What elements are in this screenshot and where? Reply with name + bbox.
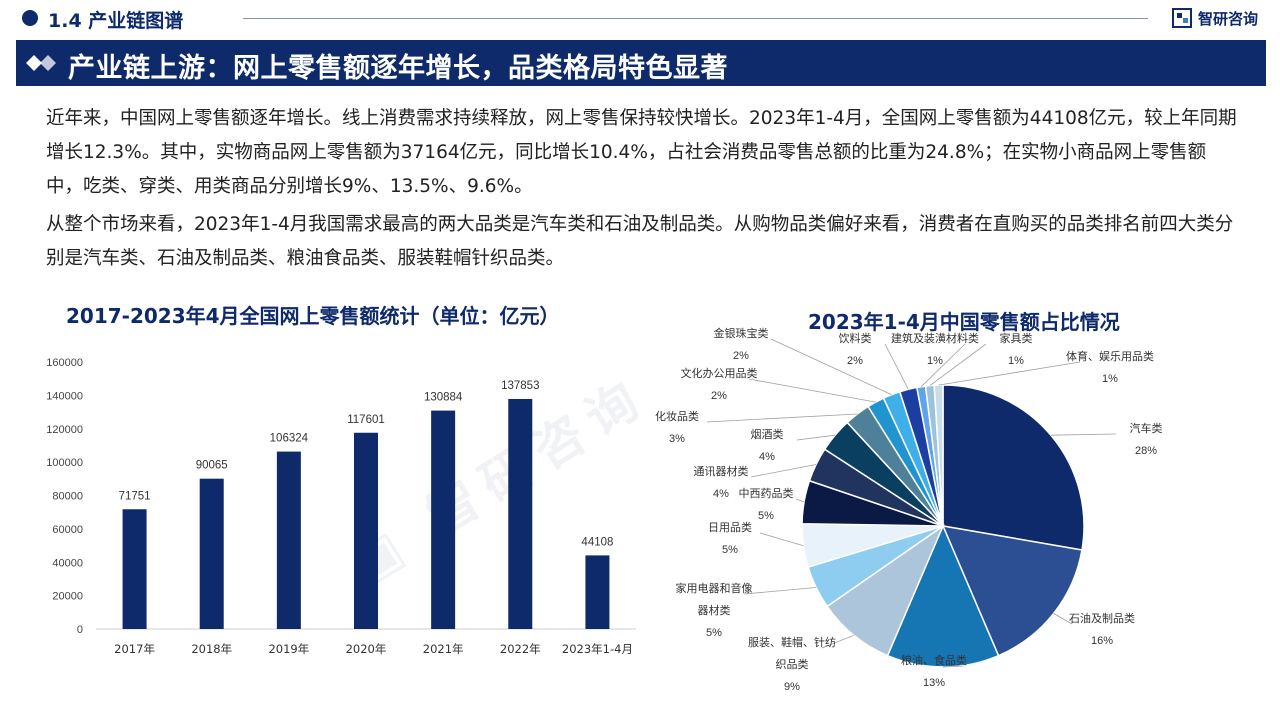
section-bullet-icon [22,10,38,26]
pie-label-12: 饮料类 [839,331,872,345]
top-bar: 1.4 产业链图谱 智研咨询 [0,0,1280,38]
pie-pct-label-14: 1% [1008,355,1024,367]
pie-pct-label-10: 2% [711,390,727,402]
pie-leader-line-10 [748,378,876,403]
section-label: 1.4 产业链图谱 [48,10,184,32]
pie-pct-label-13: 1% [927,355,943,367]
brand-name: 智研咨询 [1198,9,1259,28]
pie-label-9: 化妆品类 [655,409,699,423]
bar-4 [431,410,456,629]
pie-slice-1 [941,525,1083,657]
x-tick-label-2: 2019年 [268,642,309,656]
title-banner: 产业链上游：网上零售额逐年增长，品类格局特色显著 [16,40,1266,86]
y-tick-label-3: 60000 [52,524,83,536]
pie-pct-label-0: 28% [1135,445,1157,457]
pie-pct-label-3: 9% [784,681,800,693]
pie-leader-line-5 [759,532,804,547]
pie-label-line2-4: 器材类 [698,603,731,617]
pie-label-7: 通讯器材类 [694,464,749,478]
pie-label-8: 烟酒类 [751,427,784,441]
brand-mark-icon [1172,8,1192,28]
pie-leader-line-2 [942,665,965,668]
brand-logo: 智研咨询 [1172,6,1258,30]
pie-pct-label-4: 5% [706,627,722,639]
pie-label-1: 石油及制品类 [1069,611,1135,625]
pie-leader-line-1 [1053,613,1073,625]
pie-label-11: 金银珠宝类 [714,326,769,340]
bar-value-label-0: 71751 [119,490,151,502]
pie-leader-line-12 [884,343,909,390]
bar-1 [199,478,224,629]
pie-pct-label-2: 13% [923,677,945,689]
bar-6 [585,555,610,629]
pie-leader-line-15 [938,361,1081,386]
bar-3 [354,432,378,629]
x-tick-label-6: 2023年1-4月 [562,642,633,656]
y-tick-label-5: 100000 [46,457,83,469]
pie-pct-label-7: 4% [713,488,729,500]
pie-slice-0 [942,384,1085,551]
y-tick-label-6: 120000 [46,424,83,436]
bar-0 [122,509,147,629]
pie-label-10: 文化办公用品类 [681,366,758,380]
header-divider [243,18,1148,19]
x-tick-label-5: 2022年 [500,642,541,656]
x-tick-label-4: 2021年 [423,642,464,656]
pie-label-15: 体育、娱乐用品类 [1066,349,1154,363]
y-tick-label-1: 20000 [52,591,83,603]
pie-leader-line-9 [706,413,858,423]
pie-label-4: 家用电器和音像 [676,581,753,595]
bar-value-label-4: 130884 [424,392,463,404]
bar-2 [276,451,301,629]
pie-label-3: 服装、鞋帽、针纺 [748,635,836,649]
bar-chart-title: 2017-2023年4月全国网上零售额统计（单位：亿元） [66,304,560,328]
y-tick-label-0: 0 [77,624,83,636]
bar-5 [508,398,533,629]
bar-chart: 0 20000 40000 60000 80000 100000 120000 140000 1… [46,357,636,656]
pie-label-line2-3: 织品类 [776,657,809,671]
bar-value-label-3: 117601 [347,414,385,426]
body-paragraph-1: 近年来，中国网上零售额逐年增长。线上消费需求持续释放，网上零售保持较快增长。20… [46,108,1237,197]
x-tick-label-0: 2017年 [114,642,155,656]
bar-value-label-2: 106324 [270,433,309,445]
bar-value-label-6: 44108 [581,536,613,548]
pie-label-13: 建筑及装潢材料类 [891,331,979,345]
pie-pct-label-6: 5% [758,510,774,522]
pie-leader-line-14 [929,343,987,386]
pie-leader-line-6 [795,498,805,503]
y-tick-label-7: 140000 [46,390,83,402]
pie-pct-label-8: 4% [759,451,775,463]
pie-leader-line-7 [750,464,817,478]
pie-pct-label-12: 2% [847,355,863,367]
y-tick-label-4: 80000 [52,491,83,503]
pie-leader-line-8 [796,434,836,441]
bar-value-label-1: 90065 [196,460,228,472]
pie-label-14: 家具类 [1000,331,1033,345]
pie-label-6: 中西药品类 [739,486,794,500]
pie-pct-label-5: 5% [722,544,738,556]
pie-chart-title: 2023年1-4月中国零售额占比情况 [808,310,1120,334]
page-title: 产业链上游：网上零售额逐年增长，品类格局特色显著 [68,53,728,84]
pie-pct-label-9: 3% [669,433,685,445]
pie-leader-line-3 [821,634,855,649]
diamond-icon [26,55,56,71]
bar-value-label-5: 137853 [501,380,539,392]
pie-leader-line-11 [770,338,892,396]
pie-pct-label-15: 1% [1102,373,1118,385]
pie-leader-line-4 [743,587,817,595]
pie-label-5: 日用品类 [708,520,752,534]
y-tick-label-8: 160000 [46,357,83,369]
pie-leader-line-0 [1050,433,1117,436]
pie-leader-line-13 [920,343,966,387]
x-tick-label-1: 2018年 [191,642,232,656]
pie-label-0: 汽车类 [1130,421,1163,435]
pie-label-2: 粮油、食品类 [901,653,967,667]
body-paragraph-2: 从整个市场来看，2023年1-4月我国需求最高的两大品类是汽车类和石油及制品类。… [46,214,1234,269]
pie-pct-label-11: 2% [733,350,749,362]
y-tick-label-2: 40000 [52,557,83,569]
pie-pct-label-1: 16% [1091,635,1113,647]
x-tick-label-3: 2020年 [346,642,387,656]
